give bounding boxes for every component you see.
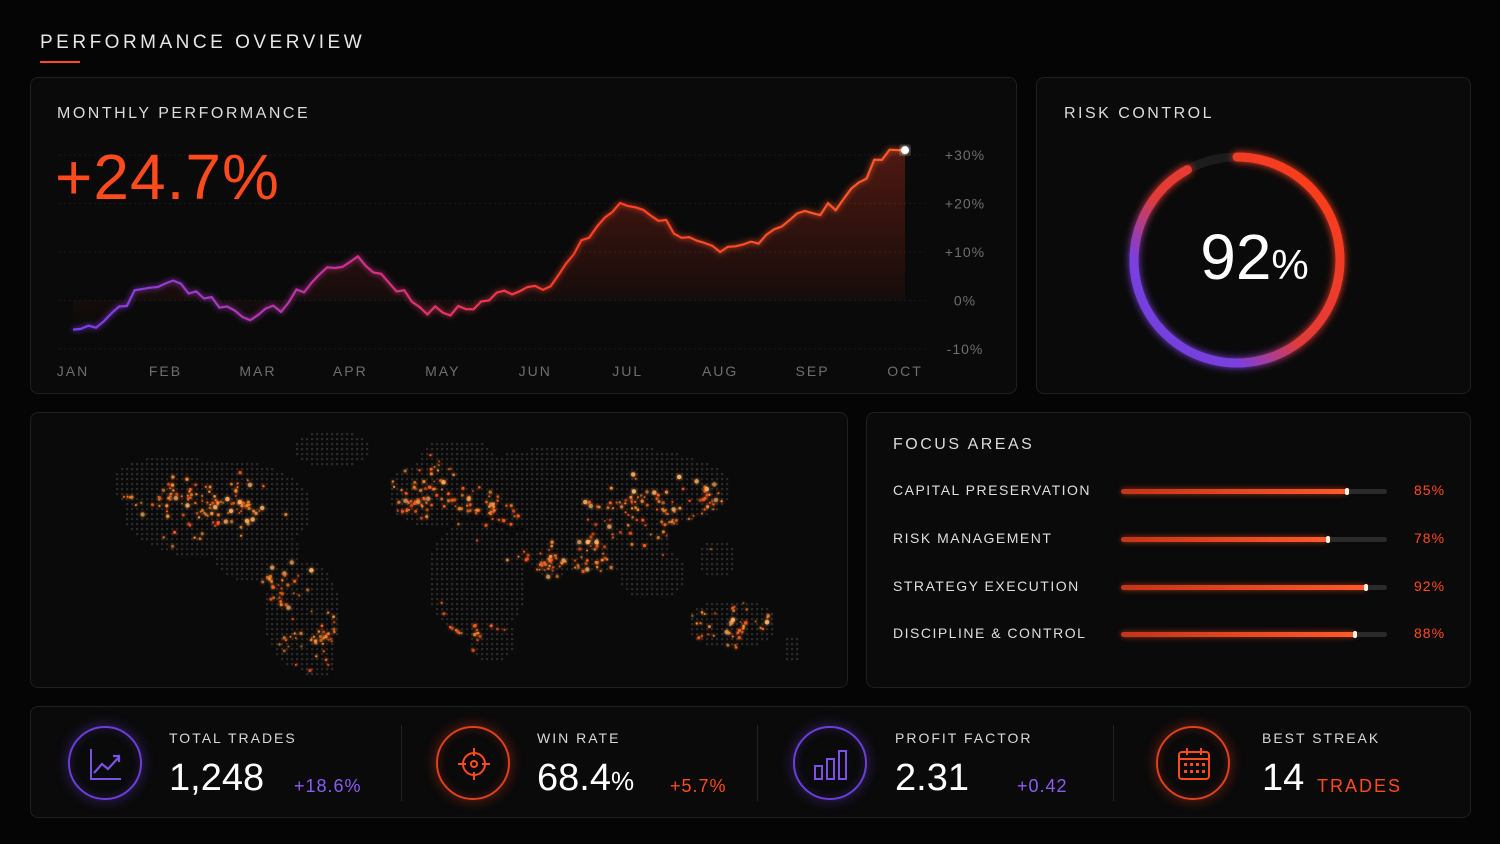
stat-divider (1113, 725, 1114, 801)
risk-gauge-value: 92% (1037, 220, 1472, 294)
stat-divider (757, 725, 758, 801)
stat-number: 2.31 (895, 757, 969, 799)
focus-row-risk-management: RISK MANAGEMENT 78% (893, 526, 1453, 550)
map-city-lights (122, 453, 770, 673)
stat-label: TOTAL TRADES (169, 730, 297, 746)
map-dot-grid (116, 433, 799, 676)
risk-control-panel: RISK CONTROL 92% (1036, 77, 1471, 394)
stat-label: WIN RATE (537, 730, 621, 746)
focus-row-discipline-control: DISCIPLINE & CONTROL 88% (893, 621, 1453, 645)
focus-progress-track (1121, 536, 1387, 543)
stat-profit-factor: PROFIT FACTOR 2.31 +0.42 (793, 707, 1123, 819)
bar-chart-icon (793, 726, 867, 800)
x-tick-label: MAR (239, 363, 276, 379)
y-tick-label: +20% (945, 196, 985, 212)
focus-row-capital-preservation: CAPITAL PRESERVATION 85% (893, 478, 1453, 502)
focus-progress-knob (1363, 584, 1368, 591)
target-icon (436, 726, 510, 800)
stats-panel: TOTAL TRADES 1,248 +18.6% WIN RATE 68.4%… (30, 706, 1471, 818)
stat-label: PROFIT FACTOR (895, 730, 1033, 746)
stat-delta: TRADES (1317, 776, 1403, 796)
focus-label: CAPITAL PRESERVATION (893, 482, 1092, 498)
stat-value: 68.4% (537, 757, 634, 800)
focus-progress-track (1121, 584, 1387, 591)
focus-row-strategy-execution: STRATEGY EXECUTION 92% (893, 574, 1453, 598)
stat-number: 1,248 (169, 757, 265, 799)
focus-progress-fill (1121, 632, 1356, 637)
focus-progress-fill (1121, 489, 1348, 494)
gauge-arc (1129, 152, 1345, 368)
focus-percent: 78% (1414, 530, 1446, 546)
performance-line-chart: +30% +20% +10% 0% -10% JAN FEB MAR APR MAY JUN JUL A… (57, 146, 985, 379)
stat-value: 1,248 (169, 757, 264, 800)
stat-delta: +5.7% (670, 776, 727, 796)
monthly-performance-label: MONTHLY PERFORMANCE (57, 105, 311, 122)
world-map-icon (116, 433, 799, 676)
focus-progress-fill (1121, 537, 1329, 542)
focus-progress-knob (1326, 536, 1331, 543)
stat-number: 14 (1262, 757, 1305, 799)
focus-label: RISK MANAGEMENT (893, 530, 1053, 546)
line-area-fill (73, 149, 905, 330)
world-map-panel (30, 412, 848, 688)
x-tick-label: JAN (57, 363, 89, 379)
x-tick-label: FEB (149, 363, 182, 379)
monthly-performance-panel: +30% +20% +10% 0% -10% JAN FEB MAR APR MAY JUN JUL A… (30, 77, 1017, 394)
focus-progress-knob (1345, 488, 1350, 495)
trend-up-icon (68, 726, 142, 800)
calendar-icon (1156, 726, 1230, 800)
stat-value: 2.31 (895, 757, 969, 800)
x-tick-label: OCT (887, 363, 923, 379)
y-tick-label: +30% (945, 147, 985, 163)
stat-divider (401, 725, 402, 801)
focus-areas-panel: FOCUS AREAS CAPITAL PRESERVATION 85% RIS… (866, 412, 1471, 688)
x-tick-label: AUG (702, 363, 738, 379)
x-tick-label: JUL (612, 363, 643, 379)
performance-headline-value: +24.7% (55, 141, 280, 213)
risk-control-label: RISK CONTROL (1064, 105, 1215, 122)
focus-percent: 88% (1414, 625, 1446, 641)
stat-unit: % (610, 766, 635, 796)
focus-progress-track (1121, 631, 1387, 638)
stat-win-rate: WIN RATE 68.4% +5.7% (436, 707, 766, 819)
y-tick-label: 0% (954, 293, 976, 309)
x-tick-label: JUN (519, 363, 552, 379)
focus-percent: 92% (1414, 578, 1446, 594)
endpoint-marker (901, 146, 909, 155)
y-tick-label: -10% (947, 341, 984, 357)
title-underline (40, 61, 80, 63)
risk-unit: % (1271, 241, 1309, 288)
focus-areas-label: FOCUS AREAS (893, 436, 1035, 453)
x-tick-label: APR (333, 363, 368, 379)
x-tick-label: SEP (796, 363, 830, 379)
stat-delta: +18.6% (294, 776, 362, 796)
y-tick-label: +10% (945, 244, 985, 260)
focus-progress-knob (1353, 631, 1358, 638)
risk-value: 92 (1200, 221, 1272, 293)
stat-number: 68.4 (537, 757, 611, 799)
focus-progress-fill (1121, 585, 1366, 590)
x-tick-label: MAY (425, 363, 460, 379)
focus-label: STRATEGY EXECUTION (893, 578, 1080, 594)
stat-delta: +0.42 (1017, 776, 1068, 796)
stat-total-trades: TOTAL TRADES 1,248 +18.6% (68, 707, 398, 819)
focus-label: DISCIPLINE & CONTROL (893, 625, 1087, 641)
focus-percent: 85% (1414, 482, 1446, 498)
stat-best-streak: BEST STREAK 14 TRADES (1156, 707, 1456, 819)
focus-progress-track (1121, 488, 1387, 495)
risk-gauge (1129, 152, 1345, 368)
stat-label: BEST STREAK (1262, 730, 1381, 746)
page-title: PERFORMANCE OVERVIEW (40, 32, 366, 53)
performance-line (72, 148, 906, 331)
stat-value: 14 (1262, 757, 1304, 800)
